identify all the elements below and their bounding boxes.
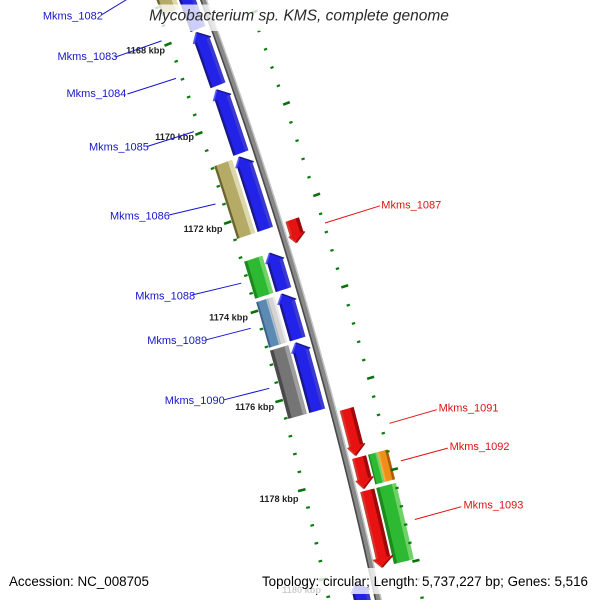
svg-text:1178 kbp: 1178 kbp [260,494,299,504]
svg-text:1168 kbp: 1168 kbp [126,46,165,56]
svg-text:Mkms_1083: Mkms_1083 [58,51,118,63]
svg-text:Mkms_1085: Mkms_1085 [89,141,149,153]
svg-text:1172 kbp: 1172 kbp [184,224,223,234]
svg-text:Mkms_1086: Mkms_1086 [110,211,170,223]
svg-text:Mkms_1082: Mkms_1082 [43,11,103,23]
svg-text:Mkms_1093: Mkms_1093 [464,500,524,512]
svg-text:1170 kbp: 1170 kbp [155,132,194,142]
svg-text:1174 kbp: 1174 kbp [209,313,248,323]
svg-text:1176 kbp: 1176 kbp [235,402,274,412]
svg-text:Mkms_1087: Mkms_1087 [381,200,441,212]
svg-text:Mkms_1089: Mkms_1089 [147,335,207,347]
svg-text:Topology: circular; Length: 5,: Topology: circular; Length: 5,737,227 bp… [262,574,588,589]
svg-text:Mkms_1090: Mkms_1090 [165,395,225,407]
svg-text:Mkms_1084: Mkms_1084 [67,88,127,100]
svg-text:Mkms_1091: Mkms_1091 [439,402,499,414]
svg-text:Mkms_1088: Mkms_1088 [135,291,195,303]
svg-text:Mkms_1092: Mkms_1092 [450,441,510,453]
svg-text:Mycobacterium sp. KMS, complet: Mycobacterium sp. KMS, complete genome [149,8,449,25]
svg-text:Accession: NC_008705: Accession: NC_008705 [9,574,149,589]
